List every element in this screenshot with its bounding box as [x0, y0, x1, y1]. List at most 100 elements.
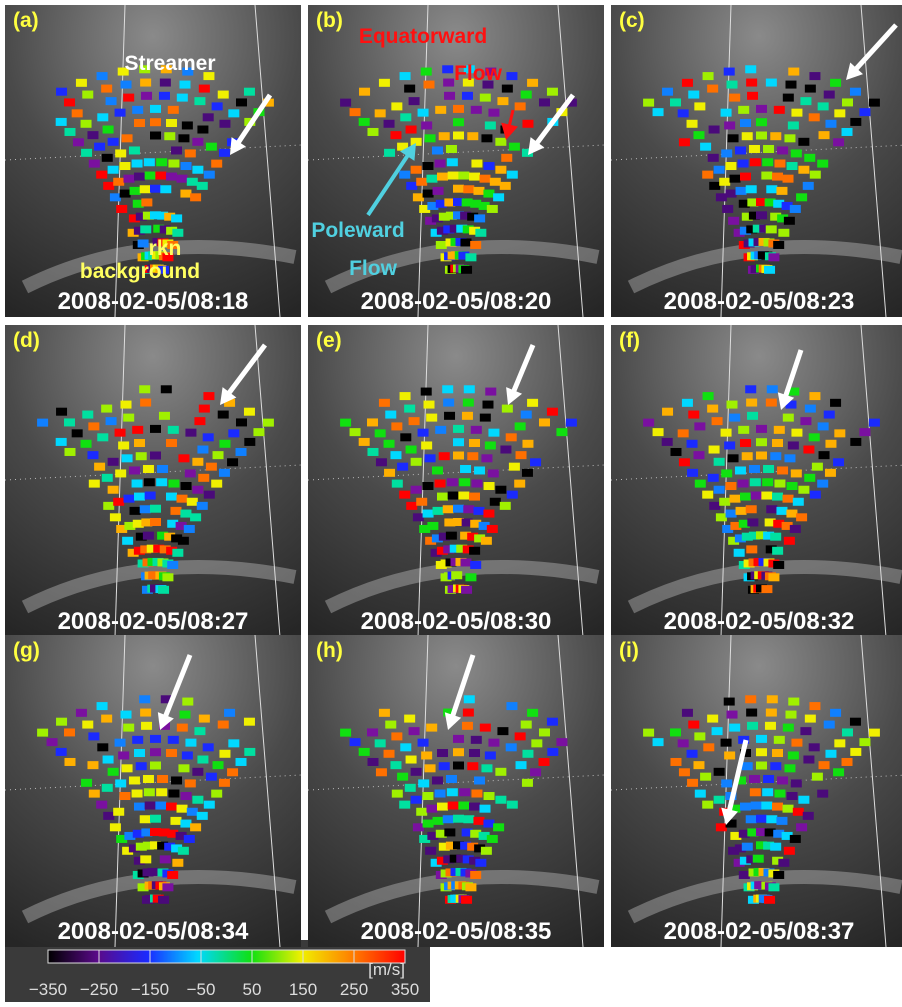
radar-cell	[735, 146, 746, 154]
radar-cell	[790, 205, 801, 213]
panel: (b)2008-02-05/08:20EquatorwardFlowPolewa…	[308, 5, 604, 317]
timestamp: 2008-02-05/08:27	[58, 608, 249, 635]
radar-cell	[469, 547, 480, 555]
radar-cell	[738, 426, 749, 434]
radar-cell	[416, 498, 427, 506]
radar-cell	[722, 205, 733, 213]
radar-cell	[824, 411, 835, 419]
radar-cell	[530, 768, 541, 776]
radar-cell	[103, 756, 114, 764]
radar-cell	[113, 178, 124, 186]
radar-cell	[130, 187, 141, 195]
radar-cell	[842, 98, 853, 106]
radar-cell	[435, 426, 446, 434]
radar-cell	[444, 828, 455, 836]
radar-cell	[721, 739, 732, 747]
radar-cell	[390, 451, 401, 459]
radar-cell	[465, 253, 476, 261]
radar-cell	[471, 426, 482, 434]
radar-cell	[453, 735, 464, 743]
radar-cell	[747, 412, 758, 420]
radar-cell	[653, 108, 664, 116]
radar-cell	[433, 817, 444, 825]
radar-cell	[453, 762, 464, 770]
radar-cell	[206, 143, 217, 151]
radar-cell	[682, 79, 693, 87]
radar-cell	[150, 518, 161, 526]
radar-cell	[547, 718, 558, 726]
timestamp: 2008-02-05/08:20	[361, 288, 552, 315]
radar-cell	[482, 401, 493, 409]
radar-cell	[766, 815, 777, 823]
radar-cell	[547, 748, 558, 756]
radar-cell	[833, 458, 844, 466]
radar-cell	[122, 134, 133, 142]
radar-cell	[192, 138, 203, 146]
radar-cell	[56, 748, 67, 756]
radar-cell	[359, 748, 370, 756]
panel-label: (f)	[619, 329, 640, 352]
radar-cell	[150, 118, 161, 126]
radar-cell	[703, 72, 714, 80]
panel-label: (h)	[316, 639, 343, 662]
radar-cell	[203, 433, 214, 441]
radar-cell	[227, 768, 238, 776]
radar-cell	[64, 128, 75, 136]
annotation: rkn	[149, 237, 182, 260]
radar-cell	[805, 715, 816, 723]
radar-cell	[103, 182, 114, 190]
panel-label: (d)	[13, 329, 40, 352]
radar-cell	[480, 805, 491, 813]
radar-cell	[784, 537, 795, 545]
radar-cell	[405, 784, 416, 792]
radar-cell	[688, 411, 699, 419]
radar-cell	[495, 768, 506, 776]
radar-cell	[719, 178, 730, 186]
radar-cell	[64, 728, 75, 736]
radar-cell	[809, 113, 820, 121]
radar-cell	[738, 480, 749, 488]
radar-cell	[89, 790, 100, 798]
radar-cell	[418, 739, 429, 747]
radar-cell	[139, 385, 150, 393]
radar-cell	[167, 561, 178, 569]
radar-cell	[812, 463, 823, 471]
radar-cell	[447, 478, 458, 486]
radar-cell	[687, 750, 698, 758]
radar-cell	[670, 728, 681, 736]
radar-cell	[190, 823, 201, 831]
radar-cell	[850, 88, 861, 96]
radar-cell	[825, 750, 836, 758]
radar-cell	[766, 225, 777, 233]
radar-cell	[89, 480, 100, 488]
radar-cell	[426, 724, 437, 732]
radar-cell	[774, 480, 785, 488]
radar-cell	[471, 790, 482, 798]
radar-cell	[192, 458, 203, 466]
radar-cell	[484, 162, 495, 170]
radar-cell	[384, 750, 395, 758]
radar-cell	[800, 727, 811, 735]
radar-cell	[224, 709, 235, 717]
radar-cell	[750, 788, 761, 796]
radar-cell	[413, 513, 424, 521]
radar-cell	[376, 458, 387, 466]
radar-cell	[714, 486, 725, 494]
radar-cell	[805, 405, 816, 413]
radar-cell	[727, 401, 738, 409]
radar-cell	[96, 171, 107, 179]
radar-cell	[746, 815, 757, 823]
radar-cell	[726, 510, 737, 518]
radar-cell	[784, 764, 795, 772]
timestamp: 2008-02-05/08:18	[58, 288, 249, 315]
radar-cell	[421, 751, 432, 759]
radar-cell	[522, 440, 533, 448]
radar-cell	[409, 97, 420, 105]
radar-cell	[772, 547, 783, 555]
radar-cell	[150, 735, 161, 743]
radar-cell	[753, 855, 764, 863]
radar-cell	[97, 702, 108, 710]
radar-cell	[783, 94, 794, 102]
radar-cell	[763, 145, 774, 153]
radar-cell	[467, 762, 478, 770]
